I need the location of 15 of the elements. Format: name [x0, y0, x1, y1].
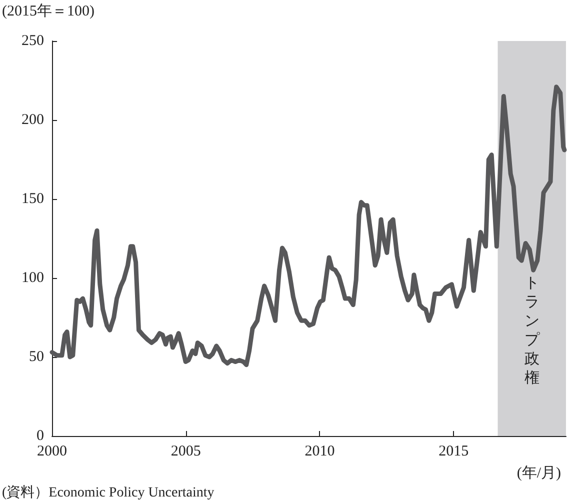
band-label: トランプ政権	[524, 276, 540, 386]
y-tick-label: 0	[36, 428, 44, 444]
y-tick-label: 200	[22, 112, 44, 128]
text: (資料）Economic Policy Uncertainty	[2, 484, 214, 500]
x-tick-label: 2000	[37, 444, 67, 460]
line-series	[50, 84, 567, 368]
y-tick-label: 100	[22, 270, 44, 286]
x-axis-title: (年/月)	[516, 464, 562, 482]
y-axis-title: (2015年＝100)	[2, 2, 94, 20]
x-tick-label: 2010	[304, 444, 335, 460]
x-tick-label: 2005	[170, 444, 201, 460]
y-tick-label: 150	[22, 191, 44, 207]
y-tick-label: 50	[29, 349, 44, 365]
y-tick-label: 250	[22, 33, 44, 49]
x-tick-label: 2015	[438, 444, 469, 460]
